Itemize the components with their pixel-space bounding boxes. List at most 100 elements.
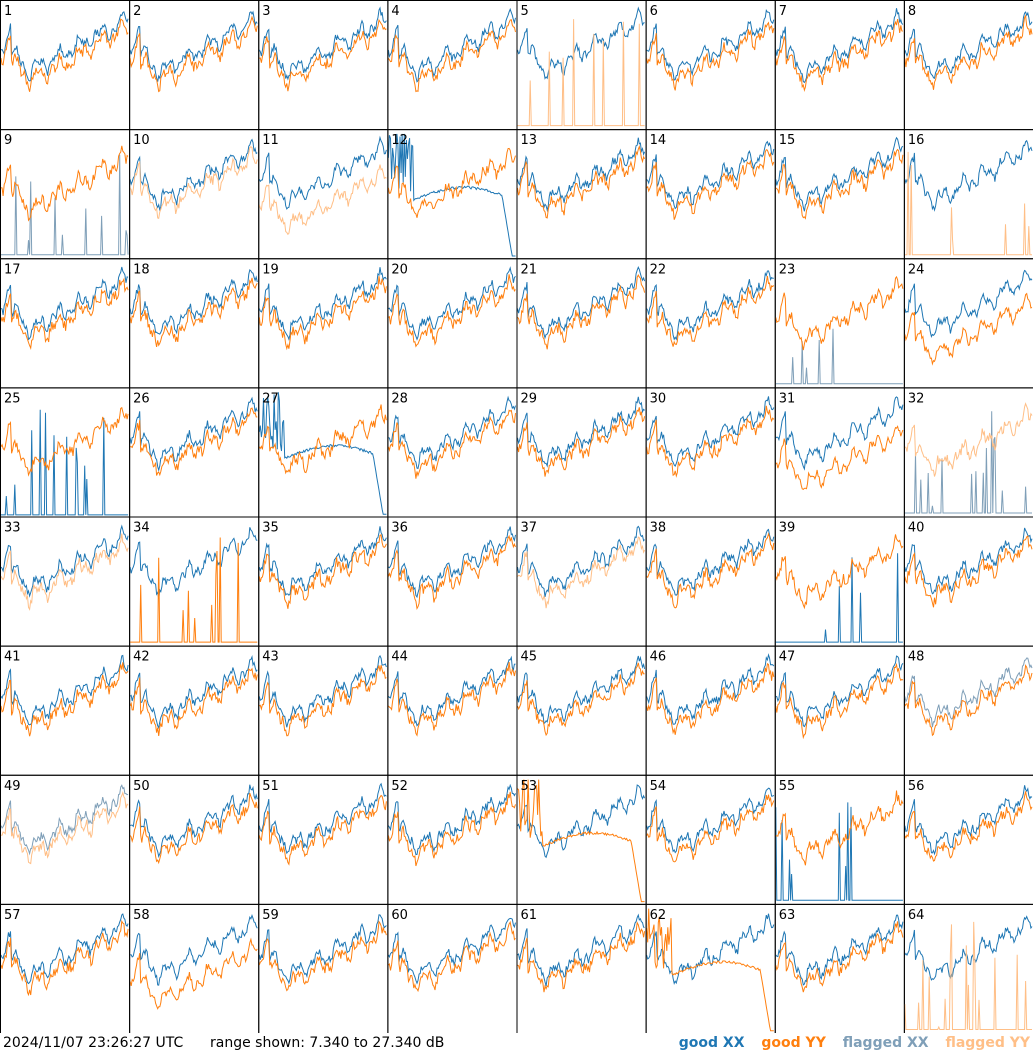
panel-37-yy-series [517, 536, 646, 609]
panel-62-xx-series [646, 913, 775, 985]
panel-20-label: 20 [391, 262, 408, 277]
panel-9-xx-series [1, 154, 129, 256]
panel-7-xx-series [775, 8, 904, 84]
panel-29: 29 [516, 387, 647, 518]
panel-1-label: 1 [4, 4, 12, 19]
panel-64: 64 [903, 903, 1033, 1033]
panel-47-yy-series [775, 662, 904, 740]
panel-22-xx-series [646, 270, 774, 341]
panel-15-xx-series [775, 136, 904, 212]
panel-49-yy-series [0, 791, 129, 865]
panel-59-yy-series [258, 920, 387, 992]
panel-38-frame [645, 516, 776, 647]
panel-10-xx-series [129, 138, 258, 212]
panel-40-yy-series [904, 535, 1033, 608]
panel-3-yy-series [259, 18, 387, 92]
panel-46-xx-series [646, 653, 775, 725]
panel-21-label: 21 [521, 262, 538, 277]
panel-24-xx-series [904, 269, 1033, 338]
panel-20-frame [387, 258, 518, 389]
panel-5: 5 [516, 0, 647, 131]
panel-53: 53 [516, 774, 647, 905]
panel-57-xx-series [0, 913, 129, 985]
panel-6-label: 6 [650, 4, 658, 19]
panel-13-yy-series [517, 144, 646, 219]
panel-53-yy-series [517, 779, 645, 903]
timestamp: 2024/11/07 23:26:27 UTC [3, 1035, 184, 1051]
panel-23-yy-series [775, 275, 904, 351]
panel-64-xx-series [904, 915, 1033, 981]
panel-45: 45 [516, 645, 647, 776]
panel-42-label: 42 [133, 650, 150, 665]
panel-42: 42 [129, 645, 260, 776]
panel-19-yy-series [258, 276, 387, 351]
panel-11: 11 [258, 129, 389, 260]
panel-32: 32 [903, 387, 1033, 518]
panel-29-label: 29 [521, 391, 538, 406]
panel-55: 55 [774, 774, 905, 905]
panel-2-xx-series [129, 10, 258, 82]
panel-55-yy-series [775, 790, 904, 866]
panel-38-yy-series [646, 532, 775, 609]
panel-11-frame [258, 129, 389, 260]
panel-63-label: 63 [779, 908, 796, 923]
panel-30-xx-series [646, 396, 775, 468]
panel-11-yy-series [258, 164, 387, 236]
panel-11-label: 11 [262, 133, 279, 148]
panel-61-yy-series [517, 921, 646, 993]
panel-32-label: 32 [908, 391, 925, 406]
panel-22-yy-series [646, 275, 775, 347]
panel-33-label: 33 [4, 521, 21, 536]
panel-55-xx-series [775, 802, 903, 901]
legend-flagged-xx: flagged XX [842, 1035, 929, 1051]
panel-13-xx-series [517, 137, 646, 212]
panel-17-label: 17 [4, 262, 21, 277]
panel-26: 26 [129, 387, 260, 518]
panel-15: 15 [774, 129, 905, 260]
panel-8-xx-series [904, 11, 1033, 79]
panel-59-label: 59 [262, 908, 279, 923]
panel-28: 28 [387, 387, 518, 518]
panel-9: 9 [0, 129, 131, 260]
panel-49-label: 49 [4, 779, 21, 794]
panel-10-label: 10 [133, 133, 150, 148]
panel-64-frame [903, 903, 1033, 1033]
panel-7-yy-series [775, 18, 904, 93]
panel-16: 16 [903, 129, 1033, 260]
panel-47-label: 47 [779, 650, 796, 665]
panel-41-frame [0, 645, 131, 776]
panel-1: 1 [0, 0, 131, 131]
panel-18: 18 [129, 258, 260, 389]
panel-35-label: 35 [262, 521, 279, 536]
panel-17: 17 [0, 258, 131, 389]
panel-39: 39 [774, 516, 905, 647]
panel-54-yy-series [646, 794, 775, 863]
panel-40: 40 [903, 516, 1033, 647]
panel-1-yy-series [0, 18, 129, 92]
panel-40-label: 40 [908, 521, 925, 536]
panel-2-yy-series [129, 15, 258, 93]
panel-57: 57 [0, 903, 131, 1033]
panel-5-frame [516, 0, 647, 131]
panel-62-frame [645, 903, 776, 1033]
panel-55-label: 55 [779, 779, 796, 794]
panel-36-xx-series [388, 526, 516, 599]
panel-41: 41 [0, 645, 131, 776]
panel-29-yy-series [517, 407, 646, 477]
panel-12-yy-series [387, 147, 516, 218]
panel-46: 46 [645, 645, 776, 776]
panel-25-label: 25 [4, 391, 21, 406]
panel-5-yy-series [517, 19, 645, 127]
panel-38-label: 38 [650, 521, 667, 536]
panel-57-label: 57 [4, 908, 21, 923]
panel-44: 44 [387, 645, 518, 776]
panel-40-xx-series [904, 527, 1033, 595]
panel-31-xx-series [775, 396, 904, 471]
panel-45-xx-series [517, 655, 646, 725]
panel-28-frame [387, 387, 518, 518]
panel-57-frame [0, 903, 131, 1033]
panel-54-label: 54 [650, 779, 667, 794]
panel-2: 2 [129, 0, 260, 131]
panel-41-label: 41 [4, 650, 21, 665]
panel-37: 37 [516, 516, 647, 647]
